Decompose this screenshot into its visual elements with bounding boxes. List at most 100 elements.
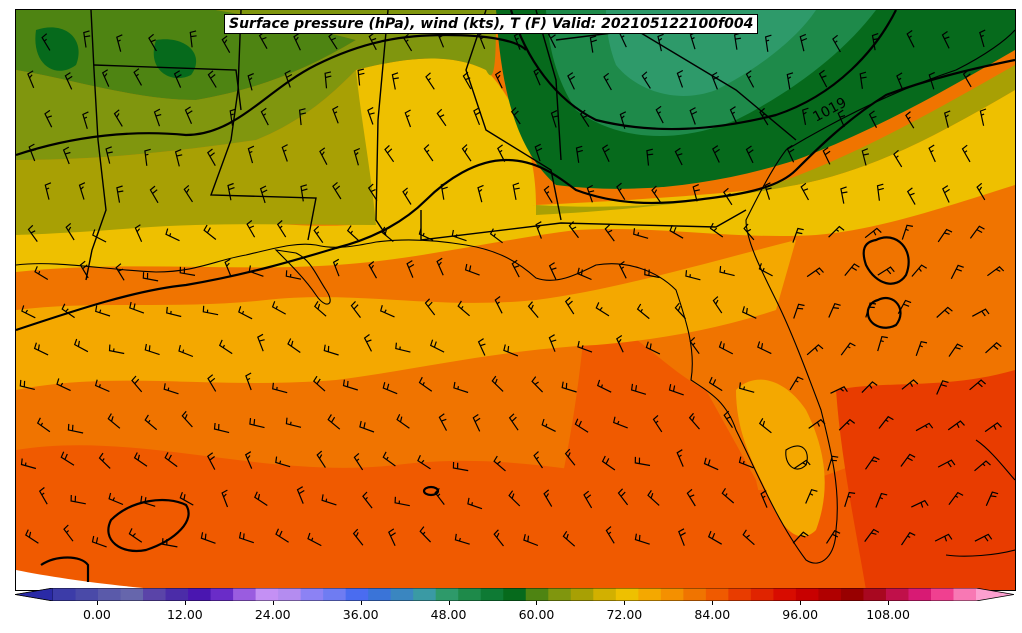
colorbar-tick-mark — [712, 601, 714, 605]
wind-barb — [721, 487, 735, 504]
temperature-band-olive — [16, 40, 356, 160]
wind-barb — [876, 183, 884, 201]
wind-barb — [678, 528, 686, 546]
wind-barb — [905, 111, 915, 129]
wind-barb — [307, 532, 322, 547]
wind-barb — [65, 222, 75, 241]
wind-barb — [300, 184, 308, 202]
colorbar-cell — [368, 588, 392, 601]
wind-barb — [562, 530, 576, 547]
wind-barb — [417, 455, 431, 470]
colorbar-tick-mark — [888, 601, 890, 605]
wind-barb — [535, 221, 542, 239]
wind-barb — [674, 302, 687, 320]
wind-barb — [382, 382, 398, 395]
wind-barb — [313, 225, 324, 244]
wind-barb — [429, 339, 445, 353]
colorbar-cell — [435, 588, 459, 601]
wind-barb — [319, 147, 328, 165]
wind-barb — [424, 298, 436, 316]
wind-barb — [115, 263, 125, 281]
temperature-band-yellow-olive-2 — [536, 65, 1015, 215]
wind-barb — [153, 108, 162, 127]
wind-barb — [254, 491, 268, 507]
wind-barb — [451, 229, 467, 242]
wind-barb — [651, 185, 662, 203]
wind-barb — [789, 376, 804, 391]
wind-barb — [207, 374, 217, 392]
colorbar-tick-mark — [96, 601, 98, 605]
wind-barb — [83, 30, 91, 48]
wind-barb — [567, 72, 576, 90]
wind-barb — [33, 342, 49, 356]
wind-barb — [79, 260, 89, 279]
colorbar-cell — [300, 588, 324, 601]
wind-barb — [719, 266, 735, 277]
wind-barb — [786, 144, 795, 163]
wind-barb — [272, 382, 288, 394]
wind-barb — [786, 72, 794, 90]
wind-barb — [221, 489, 229, 508]
temperature-spot-dark-green — [35, 27, 79, 71]
temperature-band-florida-warm — [736, 379, 825, 537]
wind-barb — [718, 341, 734, 355]
wind-barb — [533, 67, 541, 86]
wind-barb — [760, 490, 768, 508]
wind-barb — [473, 107, 481, 126]
wind-barb — [394, 496, 410, 507]
wind-barb — [901, 531, 916, 546]
wind-barb — [438, 413, 448, 431]
wind-barb — [941, 31, 950, 49]
wind-barb — [523, 534, 539, 547]
wind-barb — [403, 33, 413, 52]
wind-barb — [948, 343, 964, 357]
wind-barb — [436, 108, 447, 127]
wind-barb — [503, 344, 519, 357]
wind-barb — [94, 379, 110, 393]
wind-barb — [576, 267, 592, 281]
wind-barb — [861, 381, 878, 394]
wind-barb — [840, 186, 848, 204]
wind-barb — [181, 410, 193, 428]
wind-barb — [974, 533, 993, 542]
wind-barb — [818, 69, 828, 88]
wind-barb — [107, 413, 121, 429]
wind-barb — [129, 301, 145, 314]
wind-barb — [827, 455, 839, 471]
wind-barb — [494, 70, 503, 89]
colorbar-cell — [98, 588, 122, 601]
colorbar-cell — [323, 588, 347, 601]
wind-barb — [865, 456, 880, 470]
wind-barb — [298, 108, 307, 126]
colorbar-cell — [908, 588, 932, 601]
wind-barb — [436, 257, 444, 276]
wind-barb — [723, 187, 733, 206]
colorbar-tick-mark — [624, 601, 626, 605]
mississippi-delta — [274, 249, 331, 305]
wind-barb — [574, 418, 589, 433]
wind-barb — [229, 108, 237, 126]
wind-barb — [828, 302, 841, 318]
wind-barb — [368, 261, 378, 279]
wind-barb — [359, 420, 375, 433]
wind-barb — [246, 220, 256, 238]
wind-barb — [27, 70, 35, 89]
wind-barb — [189, 30, 197, 48]
colorbar-tick-mark — [448, 601, 450, 605]
wind-barb — [969, 379, 986, 391]
wind-barb — [911, 499, 929, 508]
colorbar-cell — [750, 588, 774, 601]
wind-barb — [179, 266, 196, 276]
colorbar-cell — [53, 588, 77, 601]
wind-barb — [493, 455, 506, 472]
wind-barb — [936, 380, 949, 395]
colorbar-cell — [143, 588, 167, 601]
wind-barb — [709, 222, 724, 238]
wind-barb — [284, 70, 293, 88]
wind-barb — [116, 34, 123, 52]
wind-barb — [800, 182, 810, 201]
colorbar-cell — [525, 588, 549, 601]
wind-barb — [64, 72, 73, 90]
wind-barb — [508, 490, 521, 507]
wind-barb — [20, 458, 37, 470]
